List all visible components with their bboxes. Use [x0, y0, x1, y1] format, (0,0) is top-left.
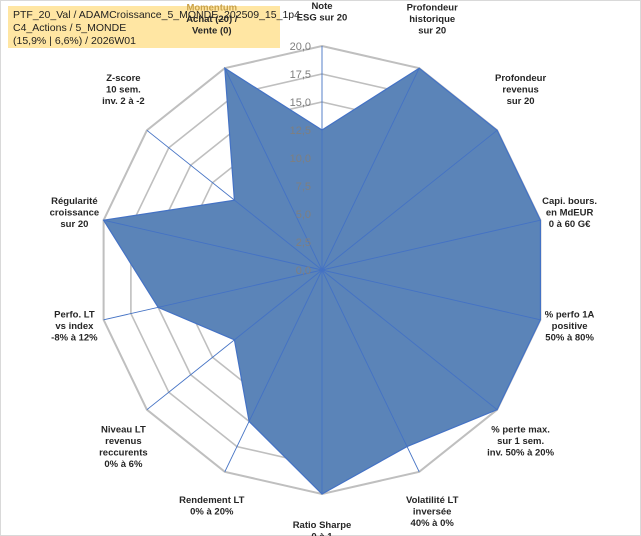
- axis-label-2-line-0: Profondeur: [495, 73, 546, 84]
- axis-label-4-line-1: positive: [552, 321, 588, 332]
- axis-label-9-line-2: reccurents: [99, 447, 148, 458]
- axis-label-9-line-1: revenus: [105, 436, 141, 447]
- axis-label-11-line-1: croissance: [50, 208, 100, 219]
- axis-label-6-line-2: 40% à 0%: [411, 518, 455, 529]
- axis-label-9-line-0: Niveau LT: [101, 424, 146, 435]
- axis-label-6-line-1: inversée: [413, 506, 452, 517]
- axis-label-10-line-0: Perfo. LT: [54, 309, 95, 320]
- axis-label-13-line-0: Momentum: [186, 3, 237, 14]
- radar-tick-labels: 0,0 2,5 5,0 7,5 10,0 12,5 15,0 17,5 20,0: [290, 41, 311, 277]
- tick-label-1: 2,5: [296, 237, 311, 249]
- axis-label-0-line-0: Note: [311, 1, 332, 12]
- axis-spoke-2: [321, 129, 498, 271]
- axis-label-6-line-0: Volatilité LT: [406, 495, 459, 506]
- chart-title-box: PTF_20_Val / ADAMCroissance_5_MONDE_2025…: [8, 6, 300, 48]
- axis-spoke-9: [146, 269, 323, 411]
- axis-label-8-line-0: Rendement LT: [179, 495, 244, 506]
- axis-label-10-line-2: -8% à 12%: [51, 332, 98, 343]
- axis-label-11-line-0: Régularité: [51, 196, 97, 207]
- axis-label-3-line-0: Capi. bours.: [542, 196, 597, 207]
- axis-label-7: Ratio Sharpe0 à 1: [293, 520, 352, 536]
- axis-label-1-line-0: Profondeur: [407, 3, 458, 14]
- tick-label-4: 10,0: [290, 153, 311, 165]
- axis-label-5: % perte max. sur 1 sem. inv. 50% à 20%: [487, 424, 554, 458]
- tick-label-7: 17,5: [290, 69, 311, 81]
- tick-label-5: 12,5: [290, 125, 311, 137]
- axis-spoke-10: [103, 269, 323, 321]
- axis-spoke-1: [321, 68, 420, 271]
- axis-label-2: Profondeur revenus sur 20: [495, 73, 546, 107]
- axis-label-2-line-2: sur 20: [507, 96, 535, 107]
- axis-spoke-5: [321, 269, 498, 411]
- axis-label-8-line-1: 0% à 20%: [190, 506, 234, 517]
- axis-spoke-11: [103, 219, 323, 271]
- axis-label-1: Profondeur historique sur 20: [407, 3, 458, 37]
- radar-series: [102, 46, 542, 495]
- axis-label-0-line-1: ESG sur 20: [297, 13, 348, 24]
- axis-label-10-line-1: vs index: [55, 321, 94, 332]
- axis-label-10: Perfo. LT vs index -8% à 12%: [51, 309, 98, 343]
- axis-label-3-line-2: 0 à 60 G€: [549, 219, 591, 230]
- axis-label-13-line-2: Vente (0): [192, 26, 232, 37]
- axis-spoke-13: [224, 68, 323, 271]
- axis-label-4-line-0: % perfo 1A: [545, 309, 595, 320]
- axis-label-8: Rendement LT 0% à 20%: [179, 495, 244, 518]
- axis-spoke-6: [321, 269, 420, 472]
- axis-label-11-line-2: sur 20: [60, 219, 88, 230]
- axis-label-9: Niveau LT revenus reccurents 0% à 6%: [99, 424, 148, 470]
- axis-label-9-line-3: 0% à 6%: [104, 459, 143, 470]
- axis-label-0: Note ESG sur 20: [297, 1, 348, 24]
- axis-spoke-12: [146, 129, 323, 271]
- axis-label-5-line-0: % perte max.: [491, 424, 550, 435]
- tick-label-6: 15,0: [290, 97, 311, 109]
- axis-label-5-line-2: inv. 50% à 20%: [487, 447, 554, 458]
- axis-spoke-3: [321, 219, 541, 271]
- axis-label-12-line-0: Z-score: [106, 73, 140, 84]
- axis-label-4-line-2: 50% à 80%: [545, 332, 594, 343]
- axis-label-7-line-0: Ratio Sharpe: [293, 520, 352, 531]
- axis-label-11: Régularité croissance sur 20: [50, 196, 100, 230]
- axis-label-2-line-1: revenus: [502, 85, 538, 96]
- axis-label-12-line-1: 10 sem.: [106, 85, 141, 96]
- axis-label-6: Volatilité LT inversée 40% à 0%: [406, 495, 459, 529]
- axis-label-12-line-2: inv. 2 à -2: [102, 96, 145, 107]
- axis-spoke-8: [224, 269, 323, 472]
- tick-label-0: 0,0: [296, 265, 311, 277]
- chart-title-line2: C4_Actions / 5_MONDE: [13, 22, 127, 34]
- axis-label-1-line-2: sur 20: [418, 26, 446, 37]
- axis-label-13-line-1: Achat (20) /: [186, 14, 238, 25]
- tick-label-3: 7,5: [296, 181, 311, 193]
- axis-label-5-line-1: sur 1 sem.: [497, 436, 544, 447]
- axis-spoke-4: [321, 269, 541, 321]
- axis-label-1-line-1: historique: [409, 14, 455, 25]
- axis-label-12: Z-score 10 sem. inv. 2 à -2: [102, 73, 145, 107]
- tick-label-2: 5,0: [296, 209, 311, 221]
- axis-label-3: Capi. bours. en MdEUR 0 à 60 G€: [542, 196, 597, 230]
- axis-label-13: Momentum Achat (20) / Vente (0): [186, 3, 238, 37]
- chart-title-line3: (15,9% | 6,6%) / 2026W01: [13, 35, 136, 47]
- chart-title-line1: PTF_20_Val / ADAMCroissance_5_MONDE_2025…: [13, 9, 300, 21]
- axis-label-3-line-1: en MdEUR: [546, 208, 594, 219]
- axis-label-7-line-1: 0 à 1: [311, 532, 333, 536]
- tick-label-8: 20,0: [290, 41, 311, 53]
- axis-label-4: % perfo 1A positive 50% à 80%: [545, 309, 595, 343]
